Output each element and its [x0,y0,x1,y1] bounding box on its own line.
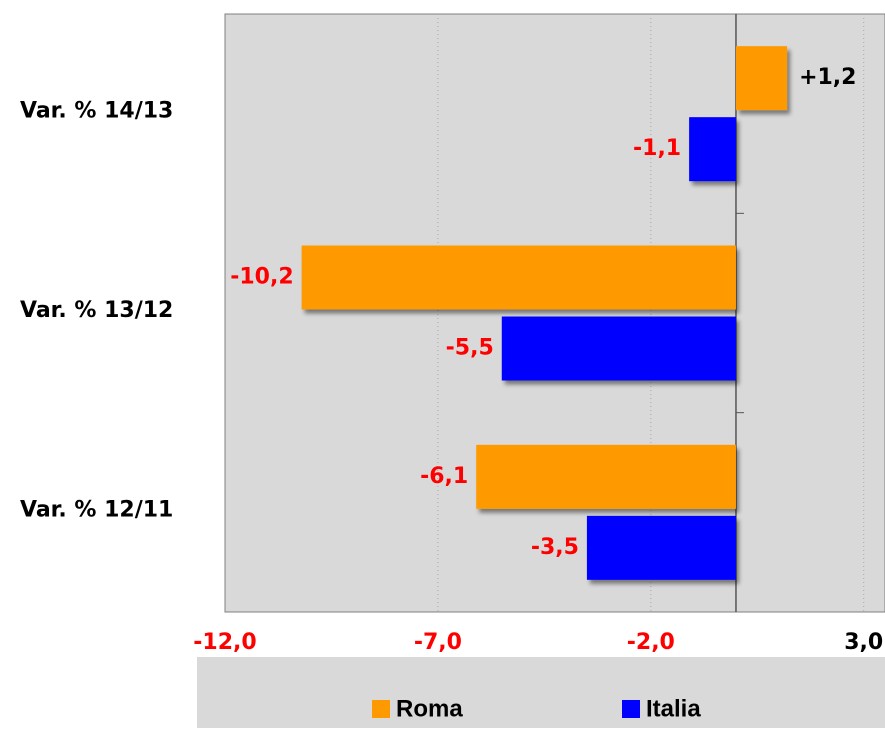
bar [501,316,736,381]
legend-label: Roma [396,695,463,722]
legend-swatch [372,700,390,718]
legend-box [197,657,885,728]
bar [476,444,736,509]
bar [301,245,736,310]
x-tick-label: -2,0 [627,630,675,655]
value-label: -5,5 [446,336,494,361]
legend-swatch [622,700,640,718]
value-label: -3,5 [531,535,579,560]
plot-area [224,13,885,613]
y-tick-label: Var. % 12/11 [20,497,173,522]
value-label: -6,1 [420,464,468,489]
x-tick-label: -7,0 [414,630,462,655]
x-tick-label: -12,0 [193,630,256,655]
value-label: +1,2 [799,65,856,90]
x-tick-label: 3,0 [844,630,883,655]
bar [735,46,788,111]
y-tick-label: Var. % 13/12 [20,298,173,323]
bar [689,117,736,182]
value-label: -10,2 [230,265,293,290]
bar [586,515,736,580]
y-tick-label: Var. % 14/13 [20,99,173,124]
legend-label: Italia [646,695,701,722]
value-label: -1,1 [633,136,681,161]
